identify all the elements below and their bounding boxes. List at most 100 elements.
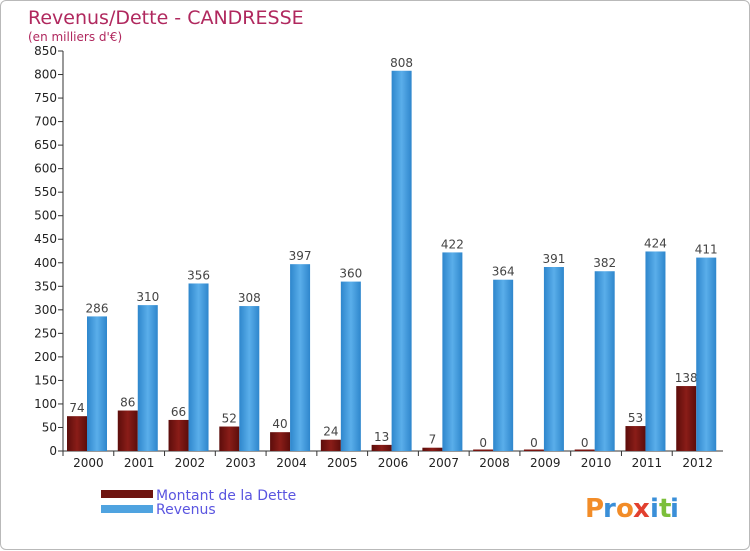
y-tick-label: 250 xyxy=(34,326,57,340)
bar-debt xyxy=(67,416,87,451)
logo-letter: P xyxy=(585,494,604,524)
proxiti-logo: Pr o x i ti xyxy=(585,494,679,524)
data-label-debt: 66 xyxy=(171,405,186,419)
bar-revenus xyxy=(340,281,361,451)
x-tick-label: 2007 xyxy=(428,456,459,470)
bar-debt xyxy=(625,426,646,451)
bar-debt xyxy=(523,449,544,451)
data-label-revenus: 808 xyxy=(390,56,413,70)
y-tick-label: 150 xyxy=(34,373,57,387)
data-label-revenus: 391 xyxy=(542,252,565,266)
data-label-revenus: 360 xyxy=(339,267,362,281)
bar-revenus xyxy=(391,70,412,451)
bar-revenus xyxy=(137,305,158,451)
data-label-debt: 138 xyxy=(675,371,698,385)
bar-debt xyxy=(168,419,189,451)
y-tick-label: 800 xyxy=(34,68,57,82)
bar-debt xyxy=(270,432,291,451)
data-label-debt: 40 xyxy=(272,417,287,431)
chart-title: Revenus/Dette - CANDRESSE xyxy=(28,7,304,29)
bar-revenus xyxy=(594,271,615,451)
data-label-revenus: 308 xyxy=(238,291,261,305)
x-tick-label: 2005 xyxy=(327,456,358,470)
x-tick-label: 2012 xyxy=(682,456,713,470)
x-tick-label: 2002 xyxy=(175,456,206,470)
y-tick-label: 550 xyxy=(34,185,57,199)
bar-revenus xyxy=(493,279,514,451)
data-label-revenus: 356 xyxy=(187,268,210,282)
y-tick-label: 300 xyxy=(34,303,57,317)
y-tick-label: 100 xyxy=(34,397,57,411)
data-label-debt: 0 xyxy=(479,436,487,450)
y-tick-label: 0 xyxy=(49,444,57,458)
data-label-revenus: 422 xyxy=(441,237,464,251)
legend-swatch-revenus xyxy=(101,505,153,513)
bar-revenus xyxy=(239,306,260,451)
legend-swatch-debt xyxy=(101,490,153,498)
bar-debt xyxy=(676,386,697,451)
bar-revenus xyxy=(290,264,311,451)
data-label-debt: 7 xyxy=(429,433,437,447)
y-tick-label: 700 xyxy=(34,115,57,129)
data-label-debt: 52 xyxy=(222,412,237,426)
y-axis: 0 50 100 150 200 250 300 350 400 450 500 550 600 650 7… xyxy=(34,44,64,458)
x-tick-label: 2009 xyxy=(530,456,561,470)
data-label-debt: 74 xyxy=(69,401,84,415)
y-tick-label: 450 xyxy=(34,232,57,246)
y-tick-label: 350 xyxy=(34,279,57,293)
data-label-debt: 0 xyxy=(581,436,589,450)
x-tick-label: 2011 xyxy=(632,456,663,470)
data-label-debt: 86 xyxy=(120,396,135,410)
y-tick-label: 600 xyxy=(34,162,57,176)
legend-label-revenus: Revenus xyxy=(156,502,216,518)
bar-revenus xyxy=(87,316,107,451)
x-tick-label: 2000 xyxy=(73,456,104,470)
bar-revenus xyxy=(442,252,463,451)
logo-letter: x xyxy=(633,494,650,524)
bar-revenus xyxy=(543,267,564,451)
chart-subtitle: (en milliers d'€) xyxy=(28,30,122,44)
data-label-revenus: 382 xyxy=(593,256,616,270)
legend: Montant de la Dette Revenus xyxy=(101,488,296,518)
y-tick-label: 400 xyxy=(34,256,57,270)
x-tick-label: 2003 xyxy=(225,456,256,470)
y-tick-label: 650 xyxy=(34,138,57,152)
bar-debt xyxy=(473,449,494,451)
logo-letter: r xyxy=(603,494,616,524)
data-label-revenus: 397 xyxy=(289,249,312,263)
x-tick-label: 2004 xyxy=(276,456,307,470)
bar-debt xyxy=(574,449,595,451)
logo-letter: i xyxy=(670,494,679,524)
data-label-revenus: 424 xyxy=(644,236,667,250)
x-tick-label: 2001 xyxy=(124,456,155,470)
x-axis: 2000 2001 2002 2003 2004 2005 2006 2007 2008 2009… xyxy=(62,450,723,470)
logo-letter: i xyxy=(650,494,659,524)
y-tick-label: 200 xyxy=(34,350,57,364)
bar-debt xyxy=(371,444,392,451)
y-tick-label: 50 xyxy=(42,420,57,434)
y-tick-label: 850 xyxy=(34,44,57,58)
y-tick-label: 500 xyxy=(34,209,57,223)
bar-revenus xyxy=(696,257,717,451)
x-tick-label: 2008 xyxy=(479,456,510,470)
data-label-debt: 0 xyxy=(530,436,538,450)
bar-debt xyxy=(320,439,341,451)
data-label-revenus: 364 xyxy=(492,265,515,279)
bar-debt xyxy=(219,426,240,451)
bars-layer: 74 286 86 310 66 356 52 308 40 397 24 360 13 808 7 422 0… xyxy=(67,56,718,451)
data-label-debt: 24 xyxy=(323,425,338,439)
data-label-debt: 53 xyxy=(628,411,643,425)
logo-letter: t xyxy=(659,494,671,524)
y-tick-label: 750 xyxy=(34,91,57,105)
data-label-debt: 13 xyxy=(374,430,389,444)
data-label-revenus: 286 xyxy=(86,301,109,315)
logo-letter: o xyxy=(616,494,634,524)
legend-label-debt: Montant de la Dette xyxy=(156,488,296,504)
data-label-revenus: 310 xyxy=(136,290,159,304)
data-label-revenus: 411 xyxy=(695,243,718,257)
bar-revenus xyxy=(645,251,666,451)
x-tick-label: 2010 xyxy=(581,456,612,470)
bar-debt xyxy=(422,447,443,451)
